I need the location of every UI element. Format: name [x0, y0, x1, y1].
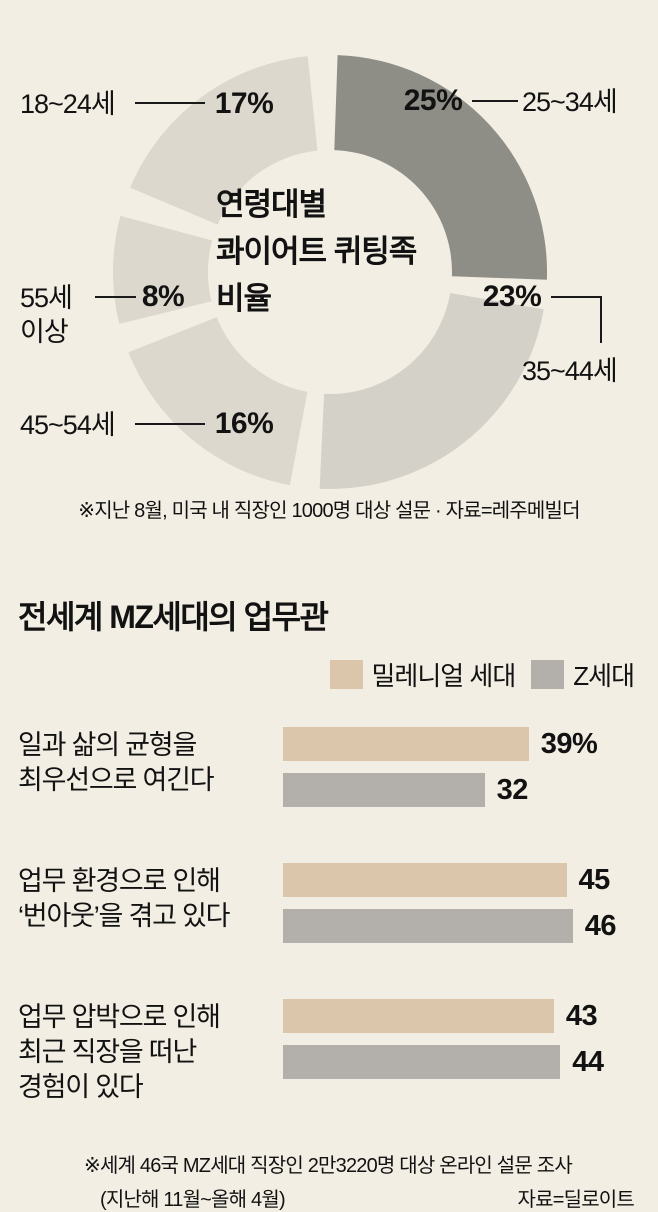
donut-value-35-44: 23% [482, 280, 542, 313]
donut-segment-45~54세 [128, 317, 308, 486]
legend-swatch-genz [531, 660, 565, 689]
donut-value-25-34: 25% [403, 84, 463, 117]
donut-label-55plus-line2: 이상 [20, 317, 69, 347]
bar-line-millennial: 43 [283, 999, 658, 1033]
legend-swatch-millennial [329, 660, 363, 689]
bar-row-label-line: 경험이 있다 [18, 1072, 144, 1102]
bar-value-genz: 46 [584, 909, 617, 942]
bar-rows: 일과 삶의 균형을 최우선으로 여긴다 39% 32 업무 환경으로 인해 ‘번… [0, 727, 658, 1105]
legend-label-millennial: 밀레니얼 세대 [371, 661, 517, 691]
bar-value-millennial: 45 [578, 863, 611, 896]
quiet-quitting-donut-section: 연령대별 콰이어트 퀴팅족 비율 17% 25% 23% 8% 16% 18~2… [0, 0, 658, 548]
donut-label-25-34: 25~34세 [522, 87, 618, 117]
donut-chart [95, 55, 602, 489]
donut-value-18-24: 17% [214, 87, 274, 120]
donut-label-18-24: 18~24세 [20, 89, 116, 119]
donut-title-line: 비율 [216, 281, 272, 316]
bar-footnote-line2: (지난해 11월~올해 4월) 자료=딜로이트 [100, 1183, 635, 1212]
bar-chart-title: 전세계 MZ세대의 업무관 [18, 599, 329, 635]
bar-footnote-period: (지난해 11월~올해 4월) [100, 1189, 286, 1211]
bar-row-label: 업무 압박으로 인해 최근 직장을 떠난 경험이 있다 [0, 999, 283, 1105]
bar-row-burnout: 업무 환경으로 인해 ‘번아웃’을 겪고 있다 45 46 [0, 863, 658, 955]
bar-row-label-line: ‘번아웃’을 겪고 있다 [18, 901, 231, 931]
bar-row-label-line: 최근 직장을 떠난 [18, 1037, 197, 1067]
bar-pair: 45 46 [283, 863, 658, 955]
bar-line-millennial: 39% [283, 727, 658, 761]
bar-line-genz: 32 [283, 773, 658, 807]
bar-millennial [283, 727, 529, 761]
bar-row-label: 업무 환경으로 인해 ‘번아웃’을 겪고 있다 [0, 863, 283, 955]
donut-value-45-54: 16% [214, 407, 274, 440]
bar-millennial [283, 999, 554, 1033]
mz-worklife-bar-section: 전세계 MZ세대의 업무관 밀레니얼 세대 Z세대 일과 삶의 균형을 최우선으… [0, 548, 658, 1212]
donut-footnote: ※지난 8월, 미국 내 직장인 1000명 대상 설문 · 자료=레주메빌더 [78, 500, 580, 522]
bar-line-genz: 46 [283, 909, 658, 943]
bar-value-genz: 44 [572, 1045, 604, 1078]
bar-value-millennial: 43 [565, 999, 598, 1032]
bar-pair: 43 44 [283, 999, 658, 1105]
donut-segment-25~34세 [334, 55, 548, 280]
bar-value-millennial: 39% [540, 727, 598, 760]
bar-value-genz: 32 [496, 773, 529, 806]
bar-row-work-life-balance: 일과 삶의 균형을 최우선으로 여긴다 39% 32 [0, 727, 658, 819]
donut-segment-18~24세 [130, 56, 318, 225]
donut-segment-55세 이상 [113, 215, 213, 324]
bar-row-label-line: 일과 삶의 균형을 [18, 730, 197, 760]
bar-genz [283, 773, 485, 807]
bar-row-left-job: 업무 압박으로 인해 최근 직장을 떠난 경험이 있다 43 44 [0, 999, 658, 1105]
bar-genz [283, 1045, 561, 1079]
bar-chart-source: 자료=딜로이트 [517, 1189, 635, 1211]
bar-pair: 39% 32 [283, 727, 658, 819]
legend-label-genz: Z세대 [573, 661, 635, 691]
bar-chart-footnote: ※세계 46국 MZ세대 직장인 2만3220명 대상 온라인 설문 조사 (지… [0, 1149, 658, 1212]
legend: 밀레니얼 세대 Z세대 [0, 656, 635, 693]
donut-label-35-44: 35~44세 [522, 356, 618, 386]
bar-millennial [283, 863, 567, 897]
bar-row-label-line: 최우선으로 여긴다 [18, 765, 215, 795]
donut-label-55plus: 55세 이상 [20, 281, 73, 349]
donut-segments [113, 55, 548, 489]
donut-segment-35~44세 [319, 293, 544, 489]
donut-center-title: 연령대별 콰이어트 퀴팅족 비율 [216, 181, 417, 322]
connector-lines [95, 100, 602, 425]
bar-footnote-line1: ※세계 46국 MZ세대 직장인 2만3220명 대상 온라인 설문 조사 [84, 1155, 573, 1177]
bar-row-label-line: 업무 환경으로 인해 [18, 866, 221, 896]
donut-value-55plus: 8% [141, 280, 185, 313]
bar-genz [283, 909, 573, 943]
donut-title-line: 연령대별 [216, 187, 327, 222]
donut-title-line: 콰이어트 퀴팅족 [216, 234, 417, 269]
connector-line-35-44 [551, 296, 602, 343]
bar-line-genz: 44 [283, 1045, 658, 1079]
donut-label-45-54: 45~54세 [20, 410, 116, 440]
donut-label-55plus-line1: 55세 [20, 283, 73, 313]
bar-row-label-line: 업무 압박으로 인해 [18, 1002, 221, 1032]
bar-line-millennial: 45 [283, 863, 658, 897]
bar-row-label: 일과 삶의 균형을 최우선으로 여긴다 [0, 727, 283, 819]
